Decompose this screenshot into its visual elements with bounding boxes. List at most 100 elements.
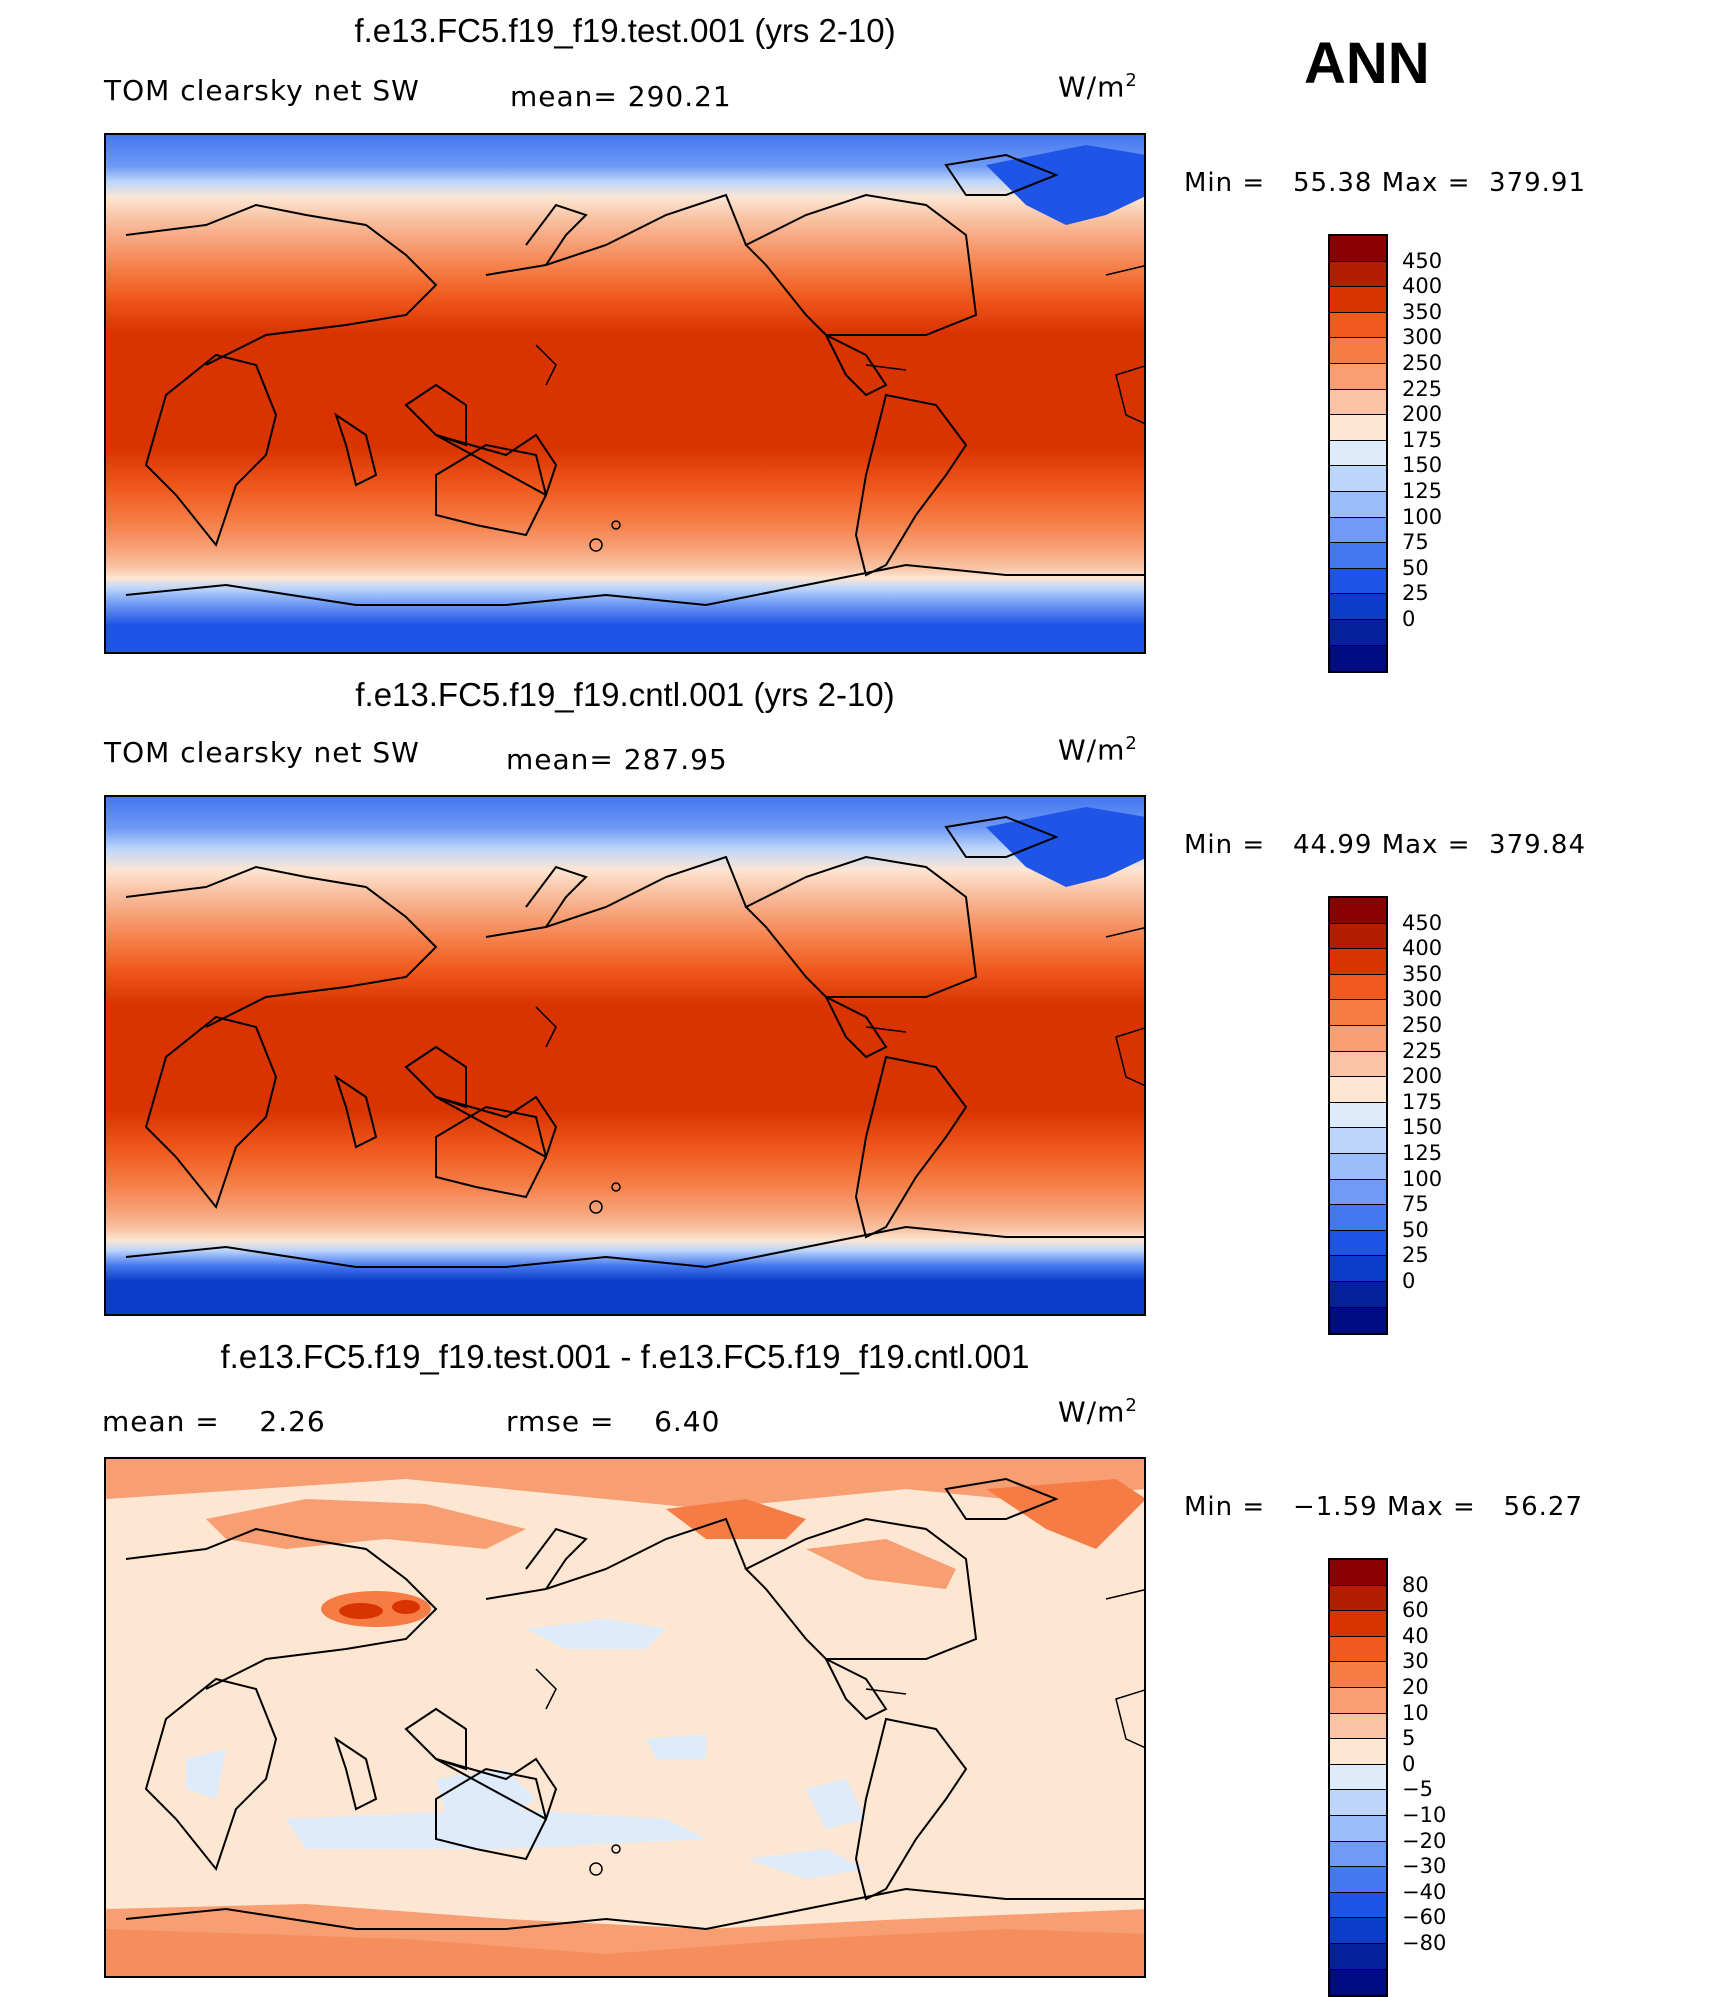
panel-cntl-minmax: Min = 44.99 Max = 379.84 (1184, 830, 1587, 860)
colorbar-segment (1330, 236, 1386, 262)
colorbar-tick-label: 350 (1402, 961, 1443, 986)
colorbar-segment (1330, 1739, 1386, 1765)
colorbar-tick-label: 20 (1402, 1675, 1429, 1699)
colorbar-segment (1330, 1969, 1386, 1996)
colorbar-tick-label: 250 (1402, 1013, 1443, 1037)
colorbar-segment (1330, 1128, 1386, 1154)
colorbar-segment (1330, 1662, 1386, 1688)
colorbar-segment (1330, 363, 1386, 390)
colorbar-segment (1330, 1790, 1386, 1816)
colorbar-segment (1330, 1943, 1386, 1970)
colorbar-tick-label: 450 (1402, 248, 1443, 273)
colorbar-segment (1330, 594, 1386, 620)
colorbar-tick-label: −80 (1402, 1931, 1447, 1955)
colorbar-segment (1330, 1841, 1386, 1868)
colorbar-segment (1330, 645, 1386, 672)
colorbar-tick-label: 30 (1402, 1649, 1429, 1674)
colorbar-tick-label: 250 (1402, 351, 1443, 375)
colorbar-segment (1330, 517, 1386, 544)
colorbar-tick-label: 80 (1402, 1572, 1429, 1597)
colorbar-tick-label: 0 (1402, 607, 1416, 631)
colorbar-tick-label: 75 (1402, 1192, 1429, 1217)
colorbar-tick-label: −40 (1402, 1879, 1447, 1904)
colorbar-segment (1330, 619, 1386, 646)
colorbar-tick-label: 40 (1402, 1623, 1429, 1648)
colorbar-segment (1330, 1815, 1386, 1842)
colorbar-tick-label: 300 (1402, 325, 1443, 350)
colorbar-segment (1330, 1611, 1386, 1637)
colorbar-segment (1330, 1077, 1386, 1103)
colorbar-segment (1330, 261, 1386, 288)
colorbar-segment (1330, 923, 1386, 950)
colorbar-segment (1330, 974, 1386, 1001)
colorbar-tick-label: 0 (1402, 1751, 1416, 1776)
colorbar-segment (1330, 1307, 1386, 1334)
colorbar-tick-label: 25 (1402, 581, 1429, 606)
colorbar-tick-label: −60 (1402, 1905, 1447, 1930)
colorbar-segment (1330, 568, 1386, 595)
panel-cntl-colorbar (1328, 896, 1388, 1336)
panel-diff-rmse: rmse = 6.40 (506, 1405, 721, 1438)
colorbar-tick-label: 75 (1402, 530, 1429, 555)
colorbar-tick-label: 5 (1402, 1726, 1416, 1751)
colorbar-segment (1330, 1025, 1386, 1052)
colorbar-segment (1330, 1636, 1386, 1663)
panel-cntl-mean: mean= 287.95 (506, 743, 728, 776)
colorbar-tick-label: 400 (1402, 936, 1443, 961)
panel-diff-map (104, 1457, 1146, 1978)
colorbar-tick-label: −30 (1402, 1854, 1447, 1879)
panel-cntl-units: W/m2 (1058, 733, 1138, 767)
colorbar-tick-label: 150 (1402, 1115, 1443, 1140)
panel-test-title: f.e13.FC5.f19_f19.test.001 (yrs 2-10) (354, 12, 896, 49)
colorbar-segment (1330, 1153, 1386, 1180)
panel-diff-title: f.e13.FC5.f19_f19.test.001 - f.e13.FC5.f… (220, 1338, 1030, 1375)
panel-cntl-title: f.e13.FC5.f19_f19.cntl.001 (yrs 2-10) (355, 676, 895, 713)
colorbar-segment (1330, 1102, 1386, 1129)
panel-test-map (104, 133, 1146, 654)
colorbar-segment (1330, 1051, 1386, 1078)
colorbar-segment (1330, 338, 1386, 364)
colorbar-tick-label: 100 (1402, 1166, 1443, 1191)
colorbar-segment (1330, 543, 1386, 569)
colorbar-tick-label: −5 (1402, 1777, 1433, 1802)
colorbar-segment (1330, 1764, 1386, 1791)
colorbar-tick-label: 25 (1402, 1243, 1429, 1268)
colorbar-segment (1330, 949, 1386, 975)
colorbar-tick-label: 125 (1402, 1141, 1443, 1165)
colorbar-tick-label: 0 (1402, 1269, 1416, 1293)
panel-diff-colorbar (1328, 1558, 1388, 1997)
colorbar-tick-label: 175 (1402, 1089, 1443, 1114)
colorbar-segment (1330, 1918, 1386, 1944)
colorbar-tick-label: 200 (1402, 1064, 1443, 1089)
colorbar-segment (1330, 1281, 1386, 1308)
season-label: ANN (1304, 31, 1430, 96)
panel-test-minmax: Min = 55.38 Max = 379.91 (1184, 168, 1587, 198)
colorbar-segment (1330, 1560, 1386, 1586)
colorbar-segment (1330, 1000, 1386, 1026)
colorbar-tick-label: 100 (1402, 504, 1443, 529)
colorbar-tick-label: 450 (1402, 910, 1443, 935)
colorbar-segment (1330, 415, 1386, 441)
colorbar-segment (1330, 1230, 1386, 1257)
panel-diff-units: W/m2 (1058, 1395, 1138, 1429)
colorbar-tick-label: −20 (1402, 1828, 1447, 1853)
colorbar-segment (1330, 491, 1386, 518)
colorbar-tick-label: 200 (1402, 402, 1443, 427)
colorbar-segment (1330, 1256, 1386, 1282)
colorbar-tick-label: 125 (1402, 479, 1443, 503)
colorbar-segment (1330, 287, 1386, 313)
panel-diff-minmax: Min = −1.59 Max = 56.27 (1184, 1492, 1583, 1522)
colorbar-segment (1330, 312, 1386, 339)
panel-test-mean: mean= 290.21 (510, 80, 732, 113)
colorbar-tick-label: 50 (1402, 1217, 1429, 1242)
colorbar-segment (1330, 898, 1386, 924)
colorbar-segment (1330, 1713, 1386, 1740)
colorbar-tick-label: 150 (1402, 453, 1443, 478)
panel-test-variable: TOM clearsky net SW (104, 74, 420, 107)
panel-test-colorbar (1328, 234, 1388, 674)
colorbar-segment (1330, 1892, 1386, 1919)
panel-test-units: W/m2 (1058, 70, 1138, 104)
colorbar-segment (1330, 440, 1386, 467)
panel-diff-mean: mean = 2.26 (102, 1405, 326, 1438)
colorbar-tick-label: 400 (1402, 274, 1443, 299)
